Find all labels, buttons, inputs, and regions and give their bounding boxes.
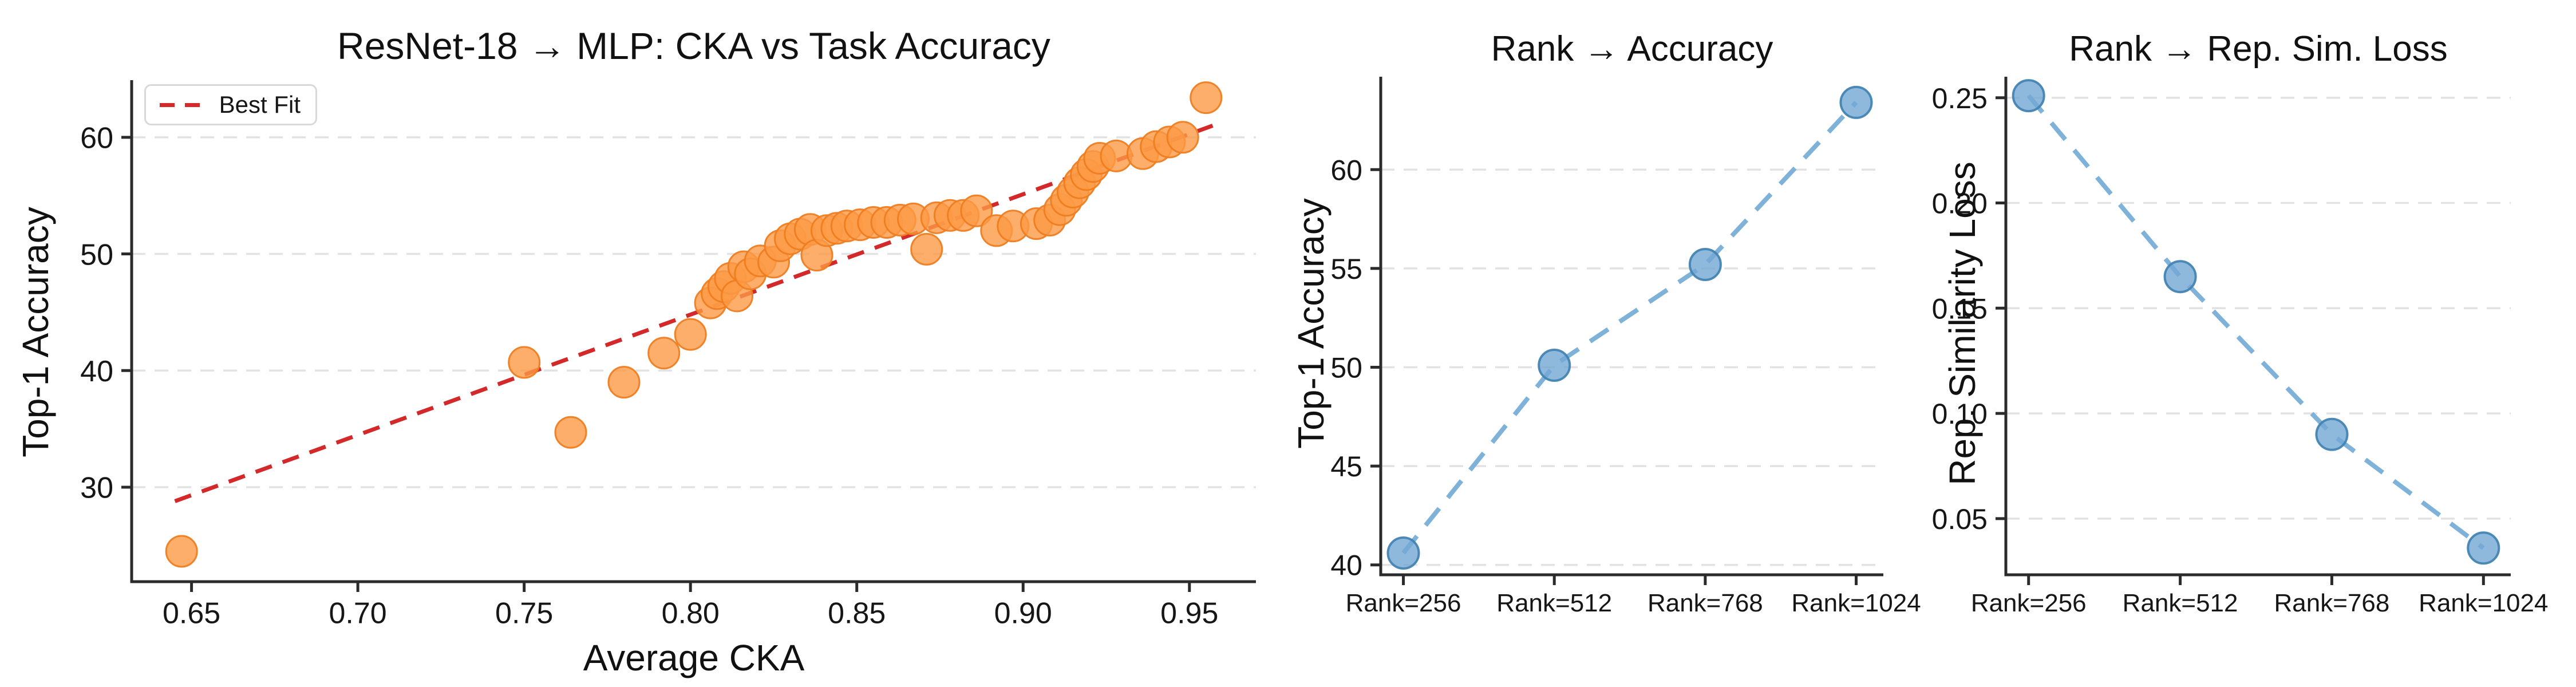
x-tick-label: 0.90 [994, 597, 1052, 630]
y-tick-label: 0.10 [1932, 398, 1988, 430]
x-tick-label: 0.65 [163, 597, 220, 630]
y-tick-label: 45 [1330, 451, 1362, 483]
rank-accuracy-plot: 40 45 50 55 60 Rank=256 Rank=512 Rank=768 Rank=1… [1330, 77, 1921, 617]
x-tick-label: 0.70 [329, 597, 387, 630]
data-point [1166, 121, 1199, 154]
y-tick-label: 50 [1330, 352, 1362, 384]
series-line [1401, 101, 1858, 555]
data-point [165, 535, 198, 568]
y-tick-label: 30 [80, 472, 113, 505]
data-point [2163, 260, 2197, 294]
y-tick-label: 60 [80, 122, 113, 155]
x-tick-label: Rank=1024 [1791, 589, 1921, 617]
data-point [2467, 531, 2500, 565]
y-tick-label: 40 [1330, 550, 1362, 582]
series-line [2026, 94, 2485, 550]
y-tick-label: 50 [80, 238, 113, 271]
data-point [960, 194, 993, 227]
x-tick-label: Rank=256 [1346, 589, 1461, 617]
data-point [1839, 85, 1873, 119]
data-point [1688, 248, 1722, 281]
data-point [1190, 81, 1223, 114]
x-tick-label: 0.85 [828, 597, 886, 630]
data-point [607, 366, 641, 399]
y-tick-label: 0.25 [1932, 82, 1988, 114]
y-tick-label: 55 [1330, 253, 1362, 285]
best-fit-line [174, 124, 1214, 503]
y-tick-label: 0.05 [1932, 503, 1988, 535]
data-point [508, 346, 541, 379]
data-point [674, 318, 707, 351]
data-point [2315, 417, 2349, 451]
cka-vs-accuracy-plot: 30 40 50 60 0.65 0.70 0.75 0.80 0.85 0.90 0.95 [80, 80, 1256, 630]
x-tick-label: 0.80 [662, 597, 720, 630]
data-point [1538, 349, 1571, 382]
data-point [1386, 536, 1420, 570]
x-tick-label: 0.95 [1160, 597, 1218, 630]
data-point [647, 337, 681, 370]
data-point [554, 416, 587, 449]
data-point [910, 232, 943, 266]
x-tick-label: Rank=512 [1496, 589, 1612, 617]
y-tick-label: 0.20 [1932, 188, 1988, 220]
x-tick-label: Rank=512 [2123, 589, 2238, 617]
rank-repsim-loss-plot: 0.05 0.10 0.15 0.20 0.25 Rank=256 Rank=512 Rank… [1932, 77, 2548, 617]
y-tick-label: 40 [80, 355, 113, 388]
x-tick-label: Rank=256 [1971, 589, 2087, 617]
x-tick-label: 0.75 [495, 597, 553, 630]
y-tick-label: 60 [1330, 154, 1362, 186]
x-tick-label: Rank=768 [2274, 589, 2390, 617]
x-tick-label: Rank=1024 [2419, 589, 2548, 617]
data-point [2012, 79, 2045, 113]
x-tick-label: Rank=768 [1647, 589, 1763, 617]
y-tick-label: 0.15 [1932, 293, 1988, 325]
